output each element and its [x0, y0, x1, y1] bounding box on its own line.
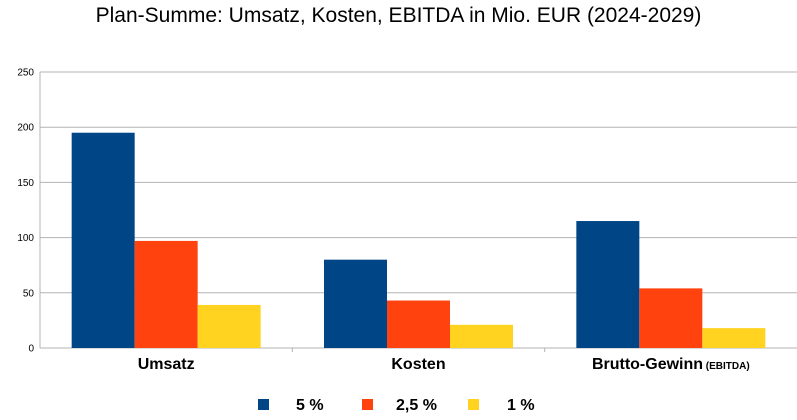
chart-title: Plan-Summe: Umsatz, Kosten, EBITDA in Mi… [95, 4, 702, 27]
legend-swatch [468, 399, 479, 410]
y-tick-label: 250 [17, 68, 34, 79]
bar [324, 259, 387, 348]
x-category-label: Brutto-Gewinn (EBITDA) [592, 356, 750, 373]
bars [71, 132, 766, 348]
legend-label: 5 % [296, 397, 324, 414]
x-category-sublabel: (EBITDA) [703, 361, 750, 372]
legend: 5 % 2,5 % 1 % [258, 397, 535, 414]
bar [134, 240, 198, 348]
y-tick-label: 150 [17, 178, 34, 189]
bar [71, 132, 135, 348]
legend-label: 2,5 % [396, 397, 437, 414]
bar [450, 324, 513, 348]
y-tick-label: 50 [23, 288, 35, 299]
bar [576, 221, 640, 348]
legend-label: 1 % [507, 397, 535, 414]
bar [702, 328, 766, 348]
bar [197, 304, 261, 348]
y-tick-label: 200 [17, 123, 34, 134]
legend-swatch [362, 399, 373, 410]
x-category-label: Kosten [391, 356, 445, 373]
category-labels: Umsatz Kosten Brutto-Gewinn (EBITDA) [138, 356, 750, 373]
legend-swatch [258, 399, 269, 410]
y-tick-label: 100 [17, 233, 34, 244]
y-tick-label: 0 [28, 344, 34, 355]
x-category-label: Umsatz [138, 356, 195, 373]
bar [639, 288, 703, 348]
bar [387, 300, 450, 348]
